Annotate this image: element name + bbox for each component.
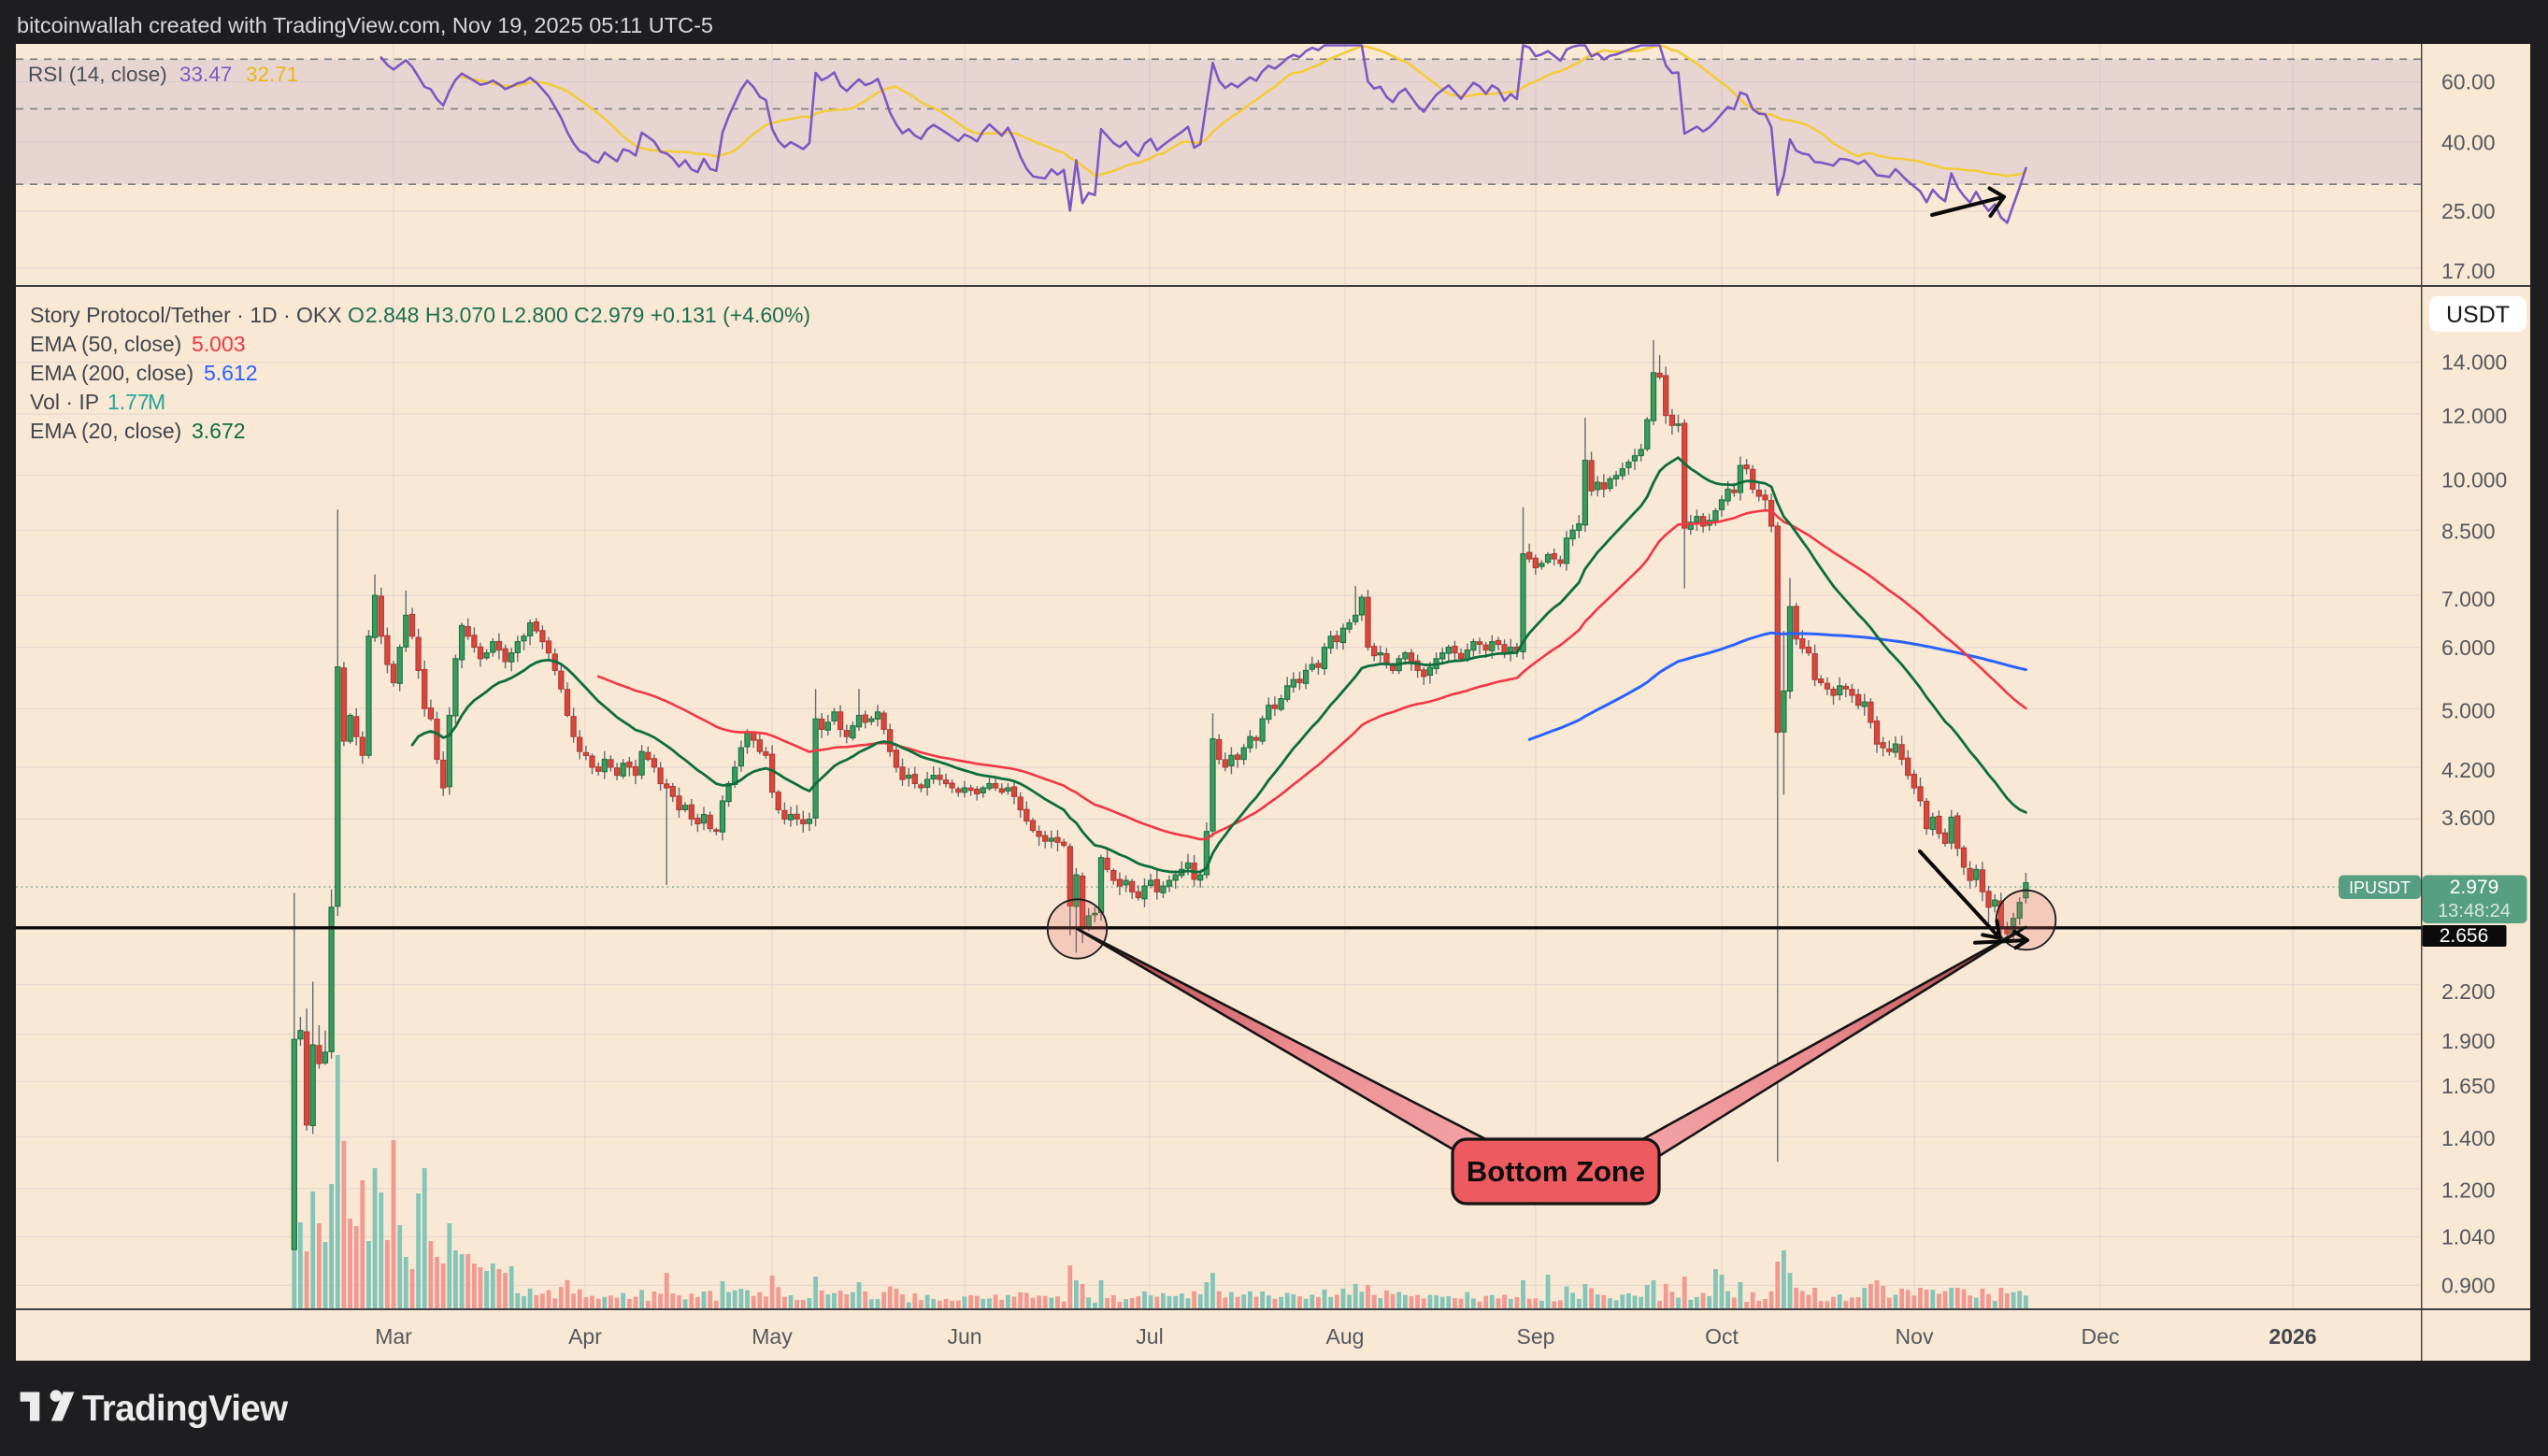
svg-text:Mar: Mar (375, 1324, 412, 1349)
svg-text:5.000: 5.000 (2441, 699, 2496, 723)
svg-text:33.47: 33.47 (179, 63, 232, 86)
svg-text:5.612: 5.612 (204, 361, 258, 385)
svg-text:M: M (148, 390, 165, 414)
svg-text:0.900: 0.900 (2441, 1274, 2496, 1298)
svg-text:14.000: 14.000 (2441, 350, 2507, 375)
svg-text:40.00: 40.00 (2441, 131, 2496, 155)
svg-text:3.672: 3.672 (192, 419, 246, 443)
svg-text:5.003: 5.003 (192, 332, 246, 356)
svg-text:3.600: 3.600 (2441, 806, 2496, 830)
svg-text:1.900: 1.900 (2441, 1029, 2496, 1053)
svg-text:32.71: 32.71 (246, 63, 298, 86)
svg-text:IPUSDT: IPUSDT (2349, 878, 2411, 897)
svg-text:4.200: 4.200 (2441, 758, 2496, 782)
svg-text:1.400: 1.400 (2441, 1126, 2496, 1150)
svg-text:Jun: Jun (947, 1324, 981, 1349)
svg-text:6.000: 6.000 (2441, 635, 2496, 660)
svg-text:May: May (752, 1324, 793, 1349)
svg-text:60.00: 60.00 (2441, 70, 2496, 94)
svg-text:Apr: Apr (568, 1324, 602, 1349)
svg-text:13:48:24: 13:48:24 (2438, 901, 2511, 921)
svg-text:Aug: Aug (1326, 1324, 1365, 1349)
svg-text:2.979: 2.979 (2450, 877, 2499, 898)
svg-text:10.000: 10.000 (2441, 468, 2507, 492)
svg-text:17.00: 17.00 (2441, 259, 2496, 283)
svg-text:8.500: 8.500 (2441, 520, 2496, 544)
svg-text:Sep: Sep (1517, 1324, 1555, 1349)
svg-text:1.77: 1.77 (107, 390, 150, 414)
svg-text:TradingView: TradingView (82, 1389, 289, 1429)
svg-text:1.200: 1.200 (2441, 1178, 2496, 1203)
svg-text:12.000: 12.000 (2441, 404, 2507, 428)
svg-text:Jul: Jul (1136, 1324, 1163, 1349)
svg-text:Bottom Zone: Bottom Zone (1467, 1155, 1645, 1188)
svg-text:Oct: Oct (1705, 1324, 1739, 1349)
svg-text:EMA (50, close): EMA (50, close) (30, 332, 181, 356)
svg-text:Nov: Nov (1896, 1324, 1934, 1349)
svg-text:RSI (14, close): RSI (14, close) (28, 63, 167, 86)
svg-text:EMA (20, close): EMA (20, close) (30, 419, 181, 443)
svg-text:Dec: Dec (2082, 1324, 2120, 1349)
svg-text:1.650: 1.650 (2441, 1074, 2496, 1098)
svg-text:25.00: 25.00 (2441, 199, 2496, 223)
svg-text:7.000: 7.000 (2441, 587, 2496, 611)
svg-text:2.656: 2.656 (2440, 925, 2489, 947)
svg-text:Vol · IP: Vol · IP (30, 390, 99, 414)
svg-text:2.200: 2.200 (2441, 979, 2496, 1004)
svg-text:2026: 2026 (2269, 1324, 2316, 1349)
svg-text:O2.848 H3.070 L2.800 C2.979: O2.848 H3.070 L2.800 C2.979 +0.131 (+4.6… (348, 303, 810, 327)
svg-text:USDT: USDT (2446, 302, 2510, 328)
svg-text:Story Protocol/Tether · 1D · O: Story Protocol/Tether · 1D · OKX (30, 303, 342, 327)
svg-text:EMA (200, close): EMA (200, close) (30, 361, 193, 385)
svg-text:1.040: 1.040 (2441, 1225, 2496, 1249)
svg-text:bitcoinwallah created with Tra: bitcoinwallah created with TradingView.c… (17, 13, 713, 37)
